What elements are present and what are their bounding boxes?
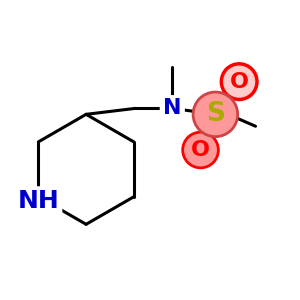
- Text: O: O: [191, 140, 210, 160]
- Circle shape: [183, 132, 218, 168]
- Text: N: N: [163, 98, 182, 118]
- Circle shape: [193, 92, 238, 136]
- Circle shape: [221, 64, 257, 100]
- Text: NH: NH: [18, 189, 59, 213]
- Text: O: O: [230, 72, 249, 92]
- Text: S: S: [206, 101, 225, 127]
